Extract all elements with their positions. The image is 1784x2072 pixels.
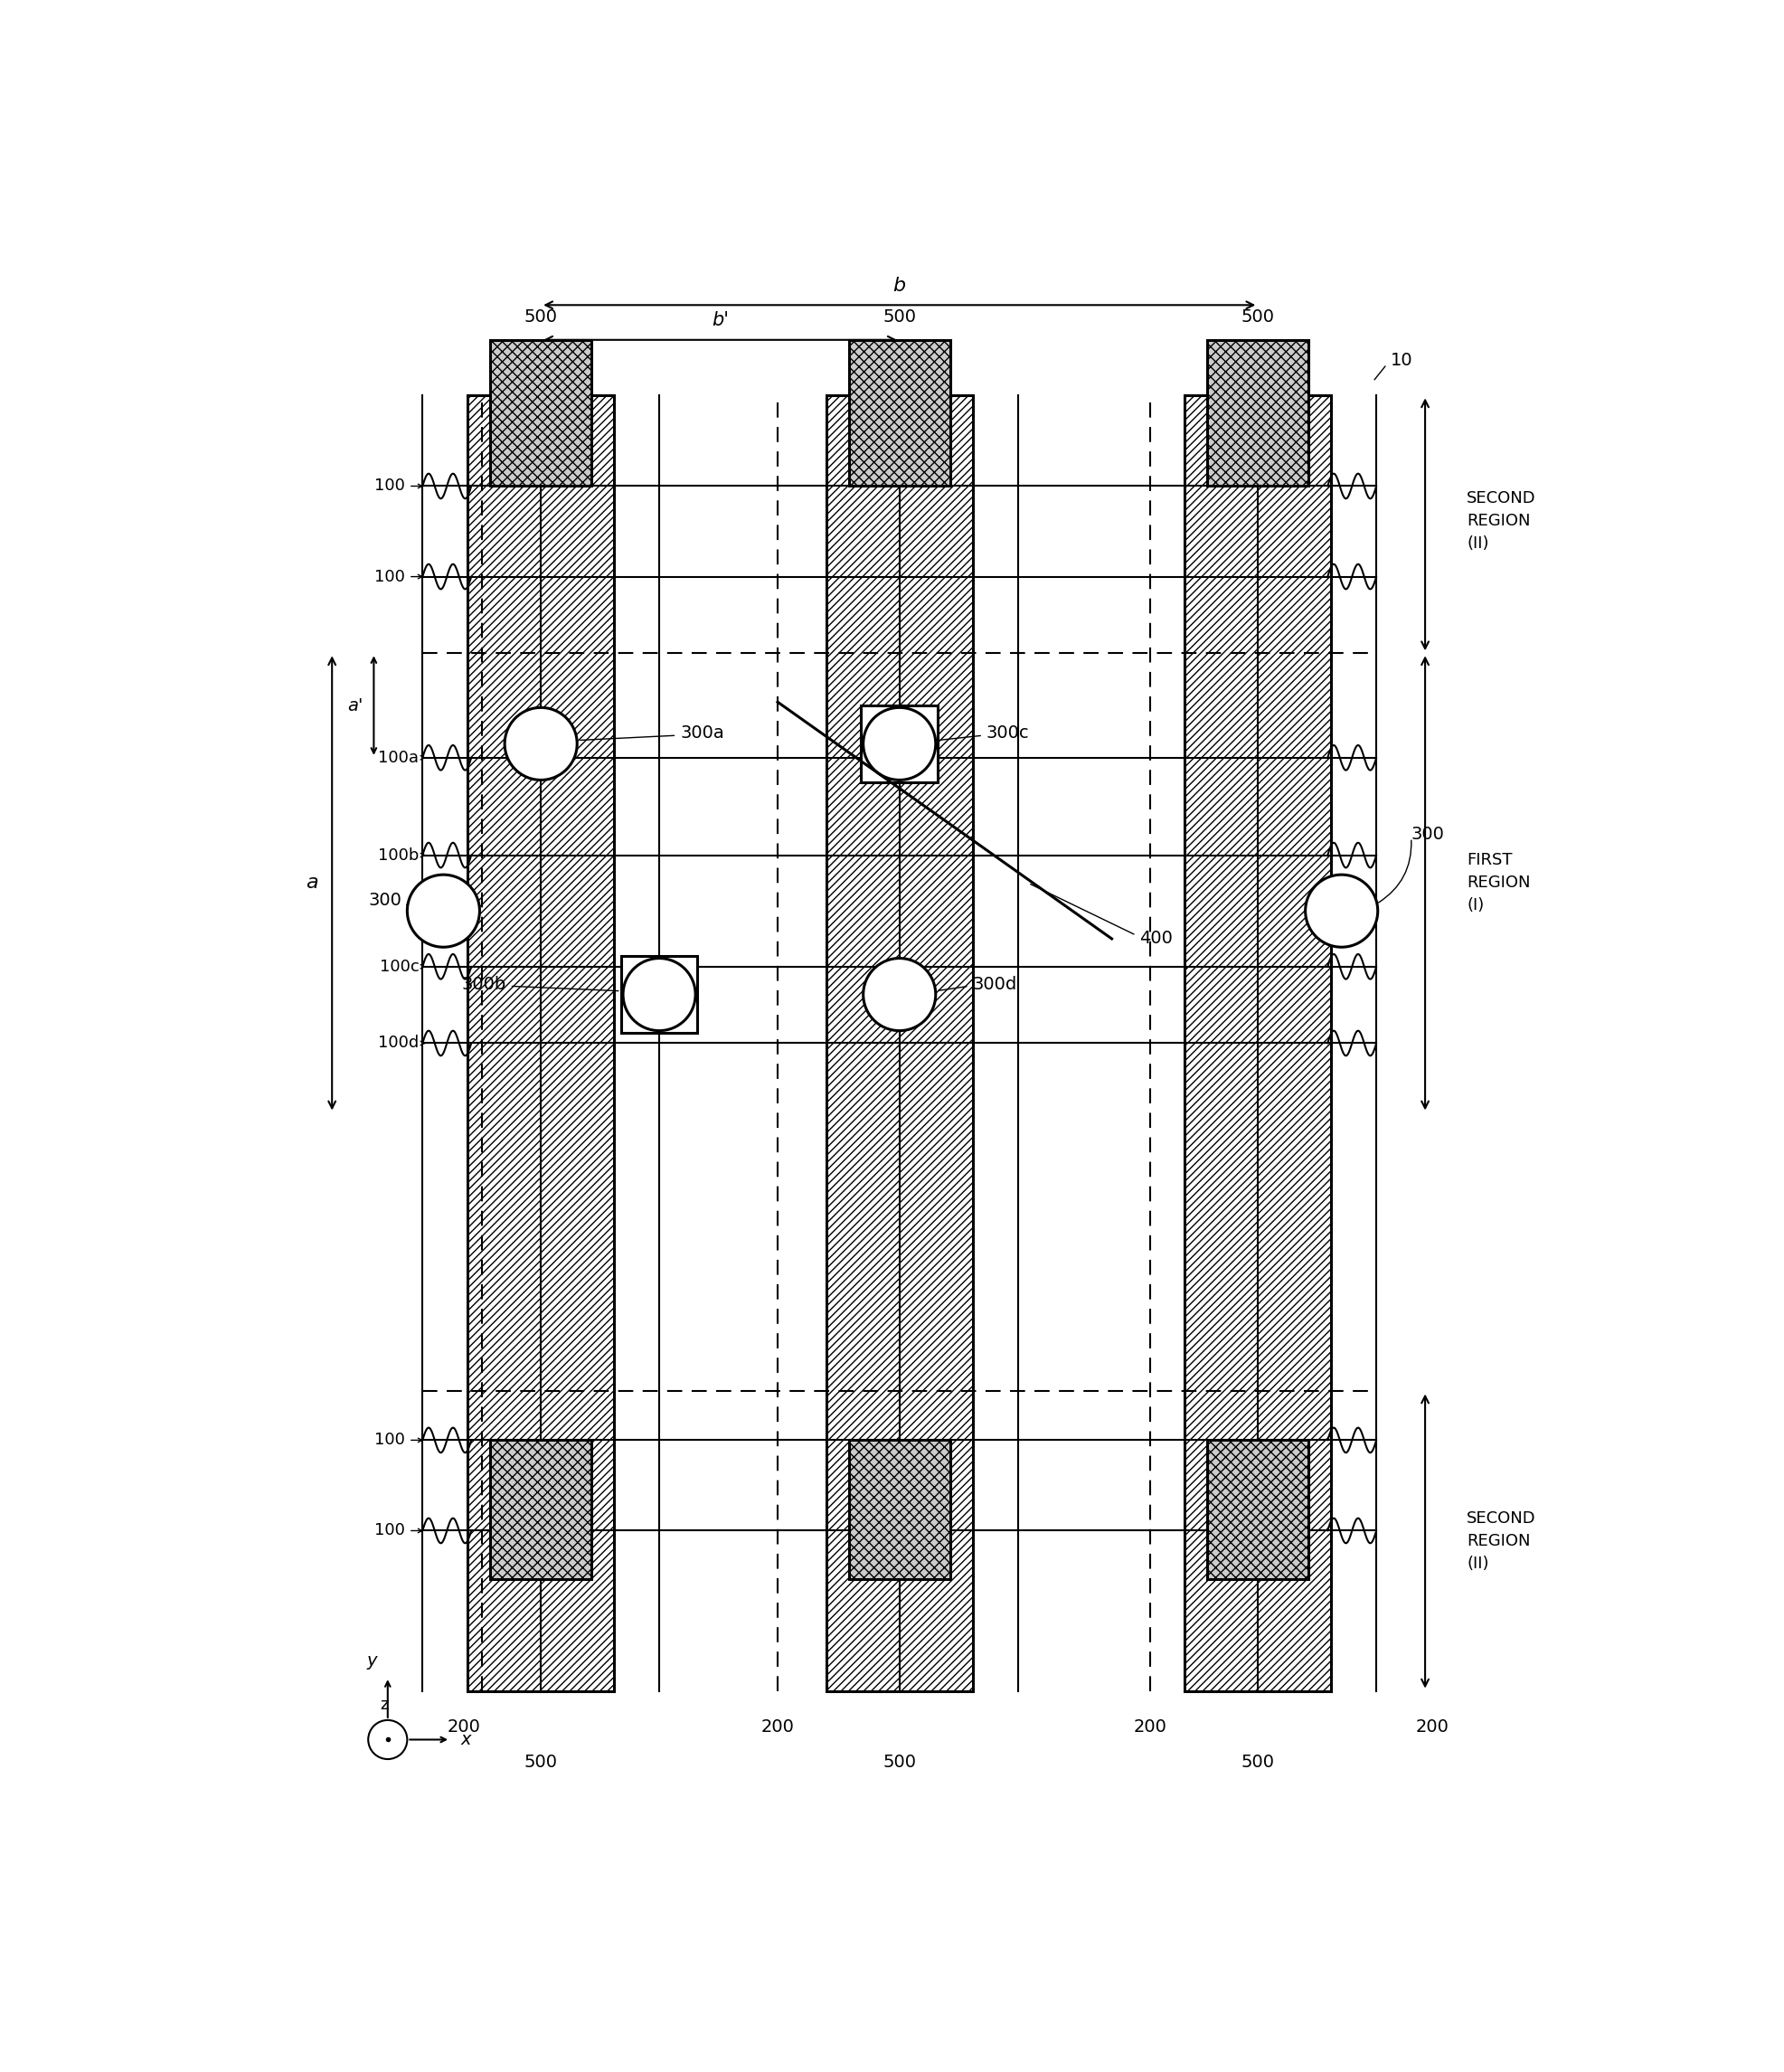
Text: 500: 500	[524, 309, 557, 325]
Text: 300a: 300a	[680, 725, 724, 742]
Bar	[467, 396, 614, 1691]
Text: 300: 300	[1411, 827, 1443, 843]
Circle shape	[863, 957, 935, 1030]
Text: x: x	[460, 1730, 471, 1749]
Text: 100c: 100c	[380, 959, 419, 974]
Text: 300: 300	[368, 891, 401, 910]
Circle shape	[505, 707, 576, 779]
Text: SECOND
REGION
(II): SECOND REGION (II)	[1466, 1510, 1536, 1573]
Text: 200: 200	[1133, 1720, 1167, 1736]
Bar	[860, 704, 937, 781]
Bar	[1208, 340, 1308, 487]
Text: 500: 500	[1240, 309, 1274, 325]
Text: 200: 200	[448, 1720, 480, 1736]
Circle shape	[863, 707, 935, 779]
Text: 300b: 300b	[462, 976, 507, 992]
Text: 500: 500	[524, 1753, 557, 1772]
Bar	[849, 340, 949, 487]
Text: 200: 200	[1415, 1720, 1449, 1736]
Text: 200: 200	[760, 1720, 794, 1736]
Bar	[1185, 396, 1331, 1691]
Circle shape	[407, 874, 480, 947]
Text: 100: 100	[375, 568, 405, 584]
Bar	[621, 955, 698, 1032]
Text: a': a'	[348, 696, 364, 715]
Bar	[1208, 1440, 1308, 1579]
Bar	[491, 1440, 591, 1579]
Circle shape	[1304, 874, 1377, 947]
Text: 300d: 300d	[972, 976, 1017, 992]
Text: 500: 500	[883, 1753, 915, 1772]
Text: y: y	[368, 1653, 376, 1670]
Text: 100d: 100d	[378, 1036, 419, 1051]
Text: 10: 10	[1390, 352, 1411, 369]
Text: a: a	[305, 874, 318, 893]
Text: 100: 100	[375, 1523, 405, 1539]
Text: FIRST
REGION
(I): FIRST REGION (I)	[1466, 852, 1531, 914]
Bar	[826, 396, 972, 1691]
Text: 500: 500	[1240, 1753, 1274, 1772]
Bar	[491, 340, 591, 487]
Bar	[849, 1440, 949, 1579]
Text: 400: 400	[1138, 930, 1172, 947]
Circle shape	[368, 1720, 407, 1759]
Text: SECOND
REGION
(II): SECOND REGION (II)	[1466, 491, 1536, 551]
Text: 100: 100	[375, 1432, 405, 1448]
Text: 500: 500	[883, 309, 915, 325]
Text: 100a: 100a	[378, 750, 419, 767]
Text: z: z	[380, 1697, 389, 1714]
Text: 100: 100	[375, 479, 405, 495]
Circle shape	[623, 957, 696, 1030]
Text: b': b'	[712, 311, 728, 329]
Text: b: b	[892, 276, 904, 294]
Text: 100b: 100b	[378, 847, 419, 864]
Text: 300c: 300c	[987, 725, 1029, 742]
